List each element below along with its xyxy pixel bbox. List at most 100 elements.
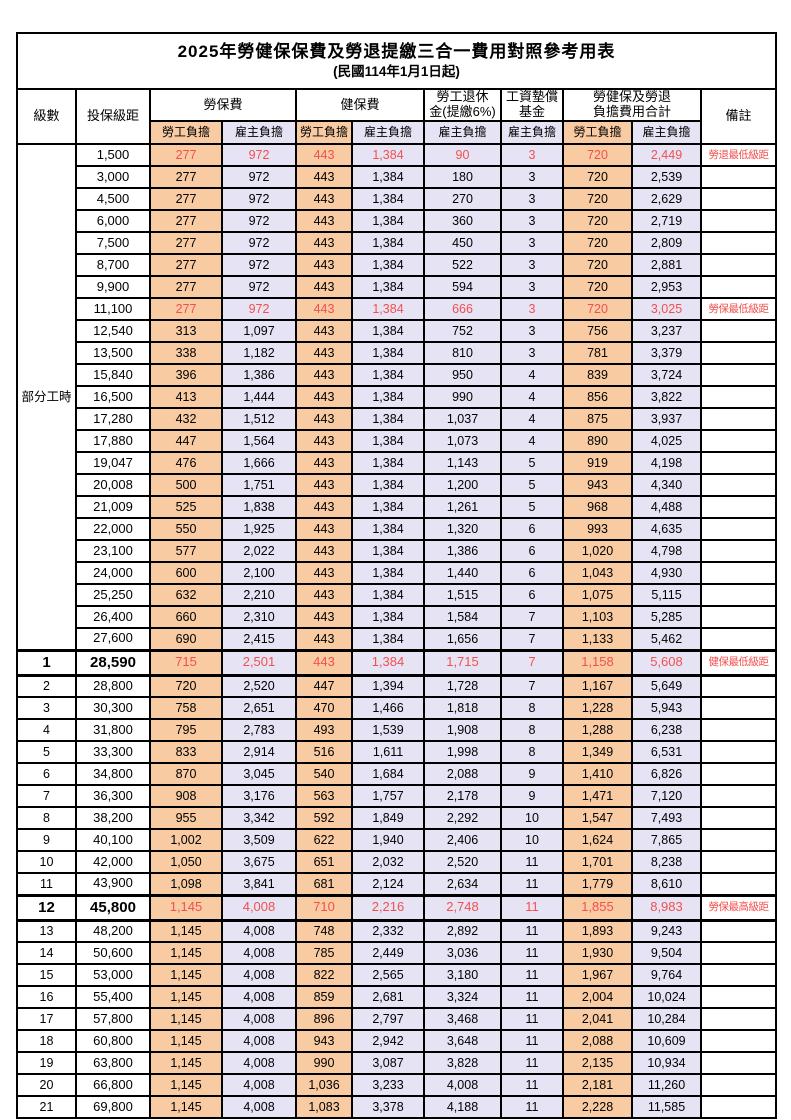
cell-employer-amount: 11 [500, 963, 564, 987]
cell-employee-amount: 443 [295, 319, 353, 343]
cell-employee-amount: 660 [149, 605, 223, 629]
cell-employer-amount: 1,728 [423, 674, 502, 698]
table-row: 20 66,800 1,145 4,008 1,036 3,233 4,008 11 2,181… [16, 1073, 777, 1097]
cell-remark [700, 561, 777, 585]
cell-bracket: 66,800 [75, 1073, 151, 1097]
cell-employer-amount: 1,849 [351, 806, 425, 830]
cell-employee-amount: 720 [562, 231, 633, 255]
cell-employer-amount: 6,238 [631, 718, 702, 742]
cell-remark [700, 473, 777, 497]
cell-remark [700, 963, 777, 987]
page-subtitle: (民國114年1月1日起) [333, 64, 460, 80]
cell-employer-amount: 1,515 [423, 583, 502, 607]
cell-employee-amount: 1,145 [149, 919, 223, 943]
title-cell: 2025年勞健保保費及勞退提繳三合一費用對照參考用表 (民國114年1月1日起) [16, 32, 777, 90]
cell-employee-amount: 1,624 [562, 828, 633, 852]
cell-employer-amount: 972 [221, 143, 297, 167]
cell-employer-amount: 5,462 [631, 627, 702, 651]
cell-employer-amount: 6,531 [631, 740, 702, 764]
table-row: 9 40,100 1,002 3,509 622 1,940 2,406 10 1,624 7,8… [16, 828, 777, 852]
cell-employer-amount: 1,394 [351, 674, 425, 698]
cell-employee-amount: 756 [562, 319, 633, 343]
cell-employee-amount: 1,145 [149, 985, 223, 1009]
cell-employer-amount: 1,940 [351, 828, 425, 852]
cell-employer-amount: 1,384 [351, 451, 425, 475]
cell-level: 5 [16, 740, 77, 764]
cell-employee-amount: 277 [149, 297, 223, 321]
cell-employee-amount: 443 [295, 231, 353, 255]
cell-employee-amount: 277 [149, 187, 223, 211]
cell-level: 11 [16, 872, 77, 896]
cell-employer-amount: 3,036 [423, 941, 502, 965]
cell-employee-amount: 720 [562, 143, 633, 167]
cell-employer-amount: 3 [500, 319, 564, 343]
table-row: 7,500 277 972 443 1,384 450 3 720 2,809 [17, 231, 777, 255]
cell-employee-amount: 2,228 [562, 1095, 633, 1119]
cell-employer-amount: 8 [500, 740, 564, 764]
table-row: 14 50,600 1,145 4,008 785 2,449 3,036 11 1,930 9,… [16, 941, 777, 965]
cell-employer-amount: 972 [221, 209, 297, 233]
cell-employee-amount: 795 [149, 718, 223, 742]
cell-employer-amount: 3,822 [631, 385, 702, 409]
cell-employer-amount: 9,764 [631, 963, 702, 987]
cell-employer-amount: 450 [423, 231, 502, 255]
title-row: 2025年勞健保保費及勞退提繳三合一費用對照參考用表 (民國114年1月1日起) [16, 32, 777, 90]
cell-employee-amount: 1,036 [295, 1073, 353, 1097]
cell-employee-amount: 1,098 [149, 872, 223, 896]
cell-employee-amount: 908 [149, 784, 223, 808]
cell-employee-amount: 443 [295, 385, 353, 409]
cell-bracket: 26,400 [75, 605, 151, 629]
cell-employee-amount: 839 [562, 363, 633, 387]
cell-employer-amount: 950 [423, 363, 502, 387]
cell-employee-amount: 1,002 [149, 828, 223, 852]
cell-employee-amount: 1,779 [562, 872, 633, 896]
cell-employer-amount: 1,564 [221, 429, 297, 453]
cell-employee-amount: 443 [295, 561, 353, 585]
cell-employer-amount: 6 [500, 539, 564, 563]
cell-employer-amount: 9 [500, 762, 564, 786]
cell-employer-amount: 2,406 [423, 828, 502, 852]
cell-employer-amount: 3,045 [221, 762, 297, 786]
cell-remark [700, 451, 777, 475]
cell-employer-amount: 810 [423, 341, 502, 365]
cell-employee-amount: 493 [295, 718, 353, 742]
table-row: 19,047 476 1,666 443 1,384 1,143 5 919 4,198 [17, 451, 777, 475]
cell-employer-amount: 7,120 [631, 784, 702, 808]
cell-employee-amount: 2,041 [562, 1007, 633, 1031]
cell-remark [700, 385, 777, 409]
cell-employer-amount: 1,925 [221, 517, 297, 541]
cell-bracket: 13,500 [75, 341, 151, 365]
table-row: 13,500 338 1,182 443 1,384 810 3 781 3,379 [17, 341, 777, 365]
table-row: 20,008 500 1,751 443 1,384 1,200 5 943 4,340 [17, 473, 777, 497]
cell-employee-amount: 720 [562, 165, 633, 189]
cell-employer-amount: 2,942 [351, 1029, 425, 1053]
cell-employer-amount: 4 [500, 385, 564, 409]
cell-employer-amount: 4,488 [631, 495, 702, 519]
cell-employer-amount: 10 [500, 806, 564, 830]
cell-employee-amount: 720 [562, 297, 633, 321]
cell-remark [700, 718, 777, 742]
cell-employer-amount: 2,565 [351, 963, 425, 987]
cell-employee-amount: 856 [562, 385, 633, 409]
cell-employee-amount: 710 [295, 893, 353, 922]
cell-employee-amount: 432 [149, 407, 223, 431]
cell-employer-amount: 3,342 [221, 806, 297, 830]
cell-remark: 勞保最高級距 [700, 893, 777, 922]
cell-employer-amount: 8,610 [631, 872, 702, 896]
cell-level: 7 [16, 784, 77, 808]
cell-remark [700, 363, 777, 387]
cell-employer-amount: 3,828 [423, 1051, 502, 1075]
cell-employer-amount: 2,809 [631, 231, 702, 255]
cell-employee-amount: 1,701 [562, 850, 633, 874]
cell-employee-amount: 859 [295, 985, 353, 1009]
cell-employee-amount: 968 [562, 495, 633, 519]
cell-employee-amount: 500 [149, 473, 223, 497]
cell-employee-amount: 758 [149, 696, 223, 720]
cell-employer-amount: 4,008 [221, 1095, 297, 1119]
cell-remark [700, 539, 777, 563]
cell-employee-amount: 955 [149, 806, 223, 830]
cell-employer-amount: 6 [500, 561, 564, 585]
table-row: 16,500 413 1,444 443 1,384 990 4 856 3,822 [17, 385, 777, 409]
cell-employee-amount: 1,893 [562, 919, 633, 943]
table-row: 2 28,800 720 2,520 447 1,394 1,728 7 1,167 5,649 [16, 674, 777, 698]
